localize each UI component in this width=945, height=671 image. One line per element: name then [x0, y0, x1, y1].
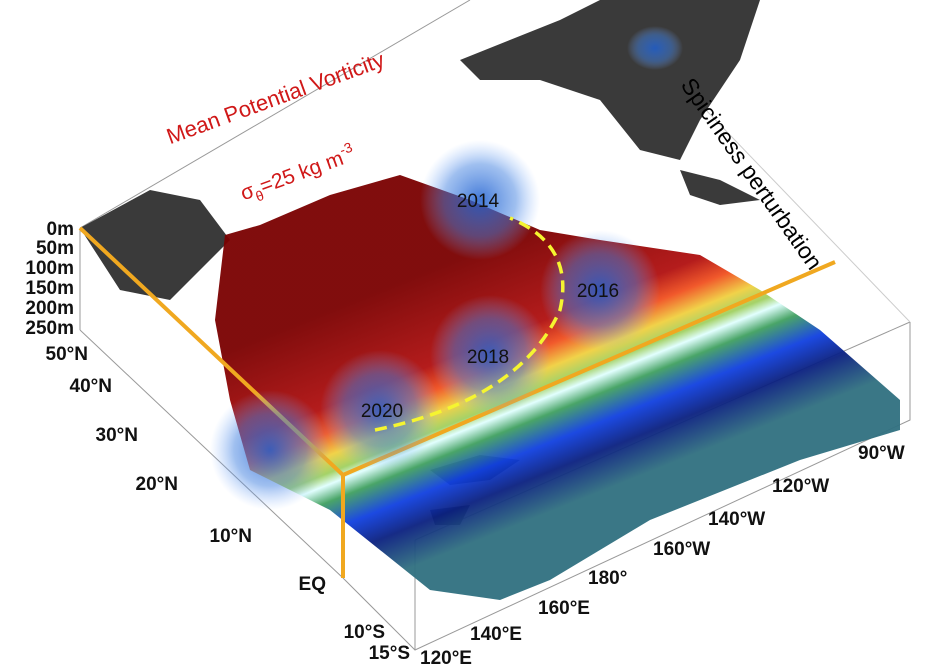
- depth-label: 100m: [25, 258, 74, 279]
- lat-label: 50°N: [46, 344, 88, 365]
- lat-label: EQ: [299, 574, 326, 595]
- lon-label: 140°E: [470, 624, 522, 645]
- year-label: 2018: [467, 347, 509, 368]
- year-label: 2020: [361, 401, 403, 422]
- legend-label: Spiciness perturbation: [676, 73, 828, 274]
- depth-label: 250m: [25, 318, 74, 339]
- lat-label: 15°S: [369, 643, 410, 664]
- year-label: 2016: [577, 281, 619, 302]
- lon-label: 120°E: [420, 648, 472, 669]
- propagation-path: [374, 216, 565, 432]
- lat-label: 40°N: [70, 376, 112, 397]
- depth-label: 0m: [47, 219, 74, 240]
- lon-label: 160°E: [538, 598, 590, 619]
- lat-label: 10°N: [210, 526, 252, 547]
- lon-label: 140°W: [708, 509, 765, 530]
- depth-label: 150m: [25, 278, 74, 299]
- depth-label: 200m: [25, 298, 74, 319]
- lat-label: 20°N: [136, 474, 178, 495]
- subtitle-text: =25 kg m: [257, 147, 347, 198]
- title: Mean Potential Vorticity: [163, 47, 388, 149]
- lon-label: 120°W: [772, 476, 829, 497]
- superscript: -3: [337, 139, 354, 158]
- lon-label: 160°W: [653, 539, 710, 560]
- year-label: 2014: [457, 191, 500, 212]
- lat-label: 30°N: [96, 425, 138, 446]
- depth-label: 50m: [36, 238, 74, 259]
- spiciness-blobs: [210, 26, 683, 510]
- lon-label: 90°W: [858, 443, 905, 464]
- lat-label: 10°S: [344, 622, 385, 643]
- lon-label: 180°: [588, 568, 627, 589]
- pv-surface: [215, 175, 900, 600]
